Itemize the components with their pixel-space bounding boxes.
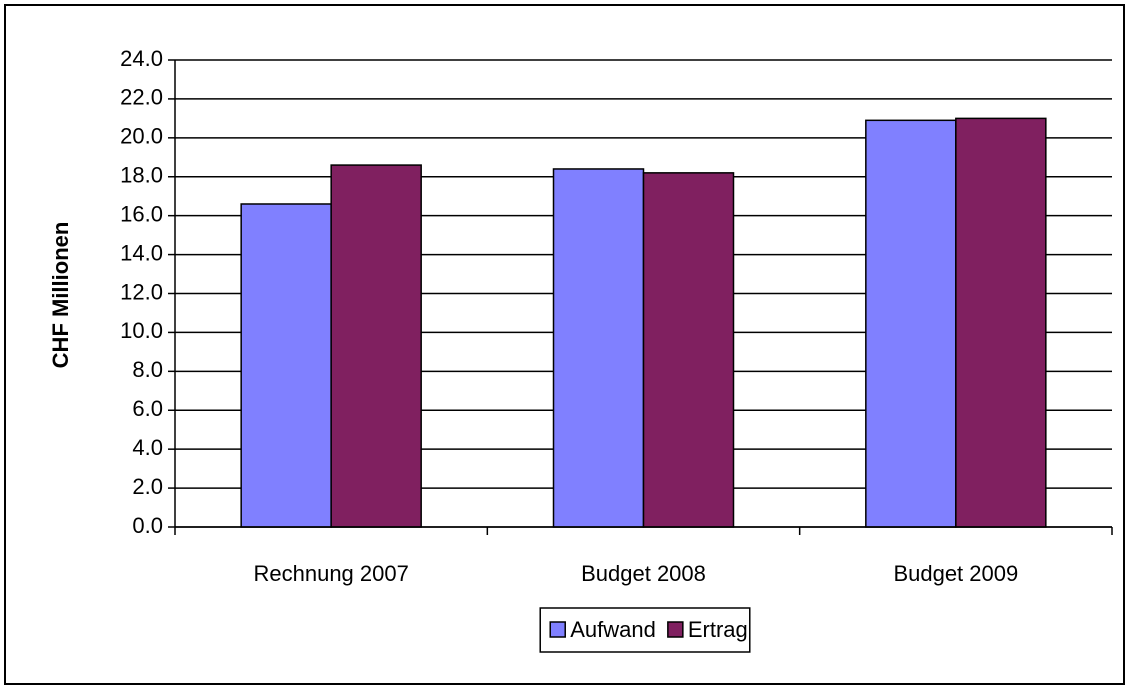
legend-swatch (667, 621, 684, 638)
y-axis-label: CHF Millionen (48, 222, 73, 369)
y-tick-label: 14.0 (120, 240, 163, 265)
bar (955, 117, 1047, 528)
y-tick-label: 24.0 (120, 46, 163, 71)
y-tick-label: 12.0 (120, 279, 163, 304)
legend-label: Aufwand (570, 617, 656, 642)
y-tick-label: 20.0 (120, 124, 163, 149)
y-tick-label: 0.0 (132, 513, 163, 538)
y-tick-label: 22.0 (120, 85, 163, 110)
legend-swatch (549, 621, 566, 638)
y-tick-label: 2.0 (132, 474, 163, 499)
bar (865, 119, 957, 528)
y-tick-label: 4.0 (132, 435, 163, 460)
bar (240, 203, 332, 528)
y-tick-label: 18.0 (120, 163, 163, 188)
y-tick-label: 10.0 (120, 318, 163, 343)
x-tick-label: Budget 2008 (581, 561, 706, 586)
bar (330, 164, 422, 528)
y-tick-label: 16.0 (120, 201, 163, 226)
x-tick-label: Rechnung 2007 (253, 561, 408, 586)
bar (552, 168, 645, 528)
legend-box (539, 607, 751, 653)
y-tick-label: 6.0 (132, 396, 163, 421)
x-tick-label: Budget 2009 (893, 561, 1018, 586)
y-tick-label: 8.0 (132, 357, 163, 382)
bar (642, 172, 735, 528)
legend-label: Ertrag (688, 617, 748, 642)
